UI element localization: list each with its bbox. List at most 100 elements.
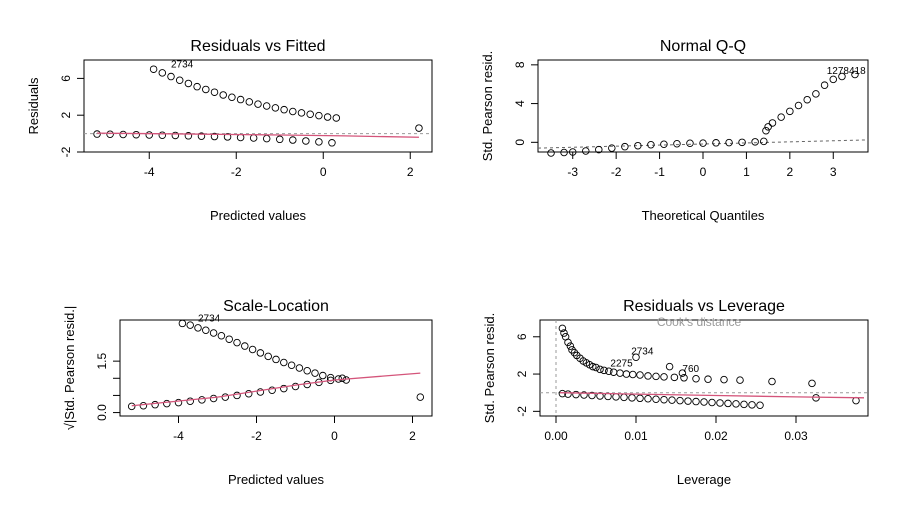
- y-tick-label: 4: [513, 100, 527, 107]
- data-point-high: [632, 353, 640, 362]
- chart-title: Normal Q-Q: [660, 38, 746, 55]
- data-point-high: [736, 376, 744, 384]
- data-point-quantiles: [762, 126, 770, 135]
- data-point-low: [588, 391, 596, 400]
- data-point-upper-branch: [236, 95, 245, 104]
- data-point-high: [808, 379, 816, 388]
- data-point-low: [564, 390, 572, 398]
- point-annotation: 760: [682, 364, 699, 375]
- data-point-low: [558, 389, 567, 398]
- data-point-quantiles: [673, 140, 681, 148]
- data-point-quantiles: [786, 107, 794, 116]
- data-point-low: [596, 392, 604, 400]
- data-point-upper-branch: [149, 65, 158, 73]
- data-point-low: [580, 391, 588, 399]
- data-point-outlier: [415, 124, 423, 132]
- data-point-quantiles: [560, 148, 568, 157]
- data-point-upper-branch: [332, 114, 341, 122]
- data-point-high: [589, 362, 597, 371]
- data-point-lower-branch: [132, 130, 140, 139]
- data-point-upper-branch: [272, 355, 280, 364]
- data-point-upper-branch: [319, 371, 327, 380]
- chart-title: Residuals vs Leverage: [623, 298, 785, 315]
- data-point-high: [704, 375, 712, 383]
- data-point-low: [628, 394, 636, 402]
- data-point-quantiles: [608, 144, 616, 152]
- point-annotation: 2275: [610, 359, 633, 370]
- data-point-upper-branch: [219, 91, 227, 99]
- data-point-lower-branch: [268, 386, 276, 395]
- data-point-quantiles: [647, 140, 655, 149]
- data-point-upper-branch: [228, 93, 236, 102]
- data-point-high: [678, 369, 687, 377]
- x-tick-label: -2: [231, 165, 242, 179]
- data-point-low: [740, 400, 748, 409]
- data-point-lower-branch: [338, 374, 347, 383]
- data-point-high: [692, 374, 700, 383]
- data-point-lower-branch: [302, 137, 310, 145]
- y-axis-label: Residuals: [26, 77, 41, 135]
- data-point-lower-branch: [244, 389, 253, 398]
- data-point-lower-branch: [197, 132, 206, 140]
- data-point-high: [596, 365, 604, 374]
- data-point-low: [660, 395, 668, 404]
- data-point-lower-branch: [280, 384, 288, 393]
- data-point-high: [622, 370, 631, 378]
- data-point-upper-branch: [315, 111, 323, 120]
- x-tick-label: -4: [173, 429, 184, 443]
- data-point-quantiles: [712, 139, 720, 147]
- y-tick-label: -2: [59, 146, 73, 157]
- data-point-high: [558, 324, 567, 333]
- data-point-quantiles: [751, 138, 759, 146]
- data-point-upper-branch: [241, 342, 249, 350]
- data-point-low: [748, 401, 756, 409]
- y-tick-label: 1.5: [95, 352, 109, 369]
- data-point-quantiles: [595, 145, 603, 154]
- data-point-upper-branch: [225, 335, 233, 343]
- data-point-quantiles: [660, 140, 668, 149]
- data-point-high: [629, 370, 637, 379]
- data-point-upper-branch: [175, 76, 184, 84]
- data-point-lower-branch: [184, 132, 193, 140]
- data-point-high: [768, 377, 776, 386]
- data-point-quantiles: [768, 119, 777, 127]
- data-point-low: [612, 393, 620, 401]
- data-point-upper-branch: [271, 104, 280, 112]
- x-tick-label: -2: [251, 429, 262, 443]
- data-point-low: [684, 397, 692, 405]
- x-tick-label: -4: [144, 165, 155, 179]
- data-point-lower-branch: [276, 135, 284, 144]
- cooks-distance-label: Cook's distance: [657, 315, 742, 329]
- y-tick-label: 6: [515, 333, 529, 340]
- plot-frame: [537, 59, 869, 153]
- data-point-upper-branch: [289, 107, 297, 116]
- data-point-high: [605, 367, 613, 376]
- point-annotation: 2734: [171, 59, 194, 70]
- data-point-high: [560, 329, 568, 337]
- x-axis-label: Predicted values: [210, 208, 307, 223]
- data-point-quantiles: [634, 141, 642, 150]
- data-point-low: [668, 396, 676, 404]
- data-point-lower-branch: [328, 139, 336, 147]
- data-point-upper-branch: [303, 366, 311, 375]
- data-point-upper-branch: [245, 98, 254, 106]
- data-point-upper-branch: [306, 110, 314, 119]
- data-point-lower-branch: [289, 136, 297, 144]
- smoother-line: [131, 372, 421, 407]
- data-point-quantiles: [764, 123, 772, 131]
- data-point-lower-branch: [139, 401, 148, 410]
- data-point-low: [756, 401, 764, 410]
- data-point-upper-branch: [297, 109, 306, 117]
- data-point-outlier: [416, 393, 425, 401]
- data-point-high: [564, 338, 572, 347]
- data-point-upper-branch: [280, 358, 288, 367]
- data-point-quantiles: [621, 142, 629, 151]
- x-tick-label: -1: [654, 165, 665, 179]
- data-point-lower-branch: [249, 134, 258, 142]
- data-point-upper-branch: [280, 105, 288, 114]
- data-point-quantiles: [829, 75, 838, 84]
- data-point-low: [724, 399, 732, 408]
- x-tick-label: 0: [320, 165, 327, 179]
- data-point-high: [592, 363, 600, 372]
